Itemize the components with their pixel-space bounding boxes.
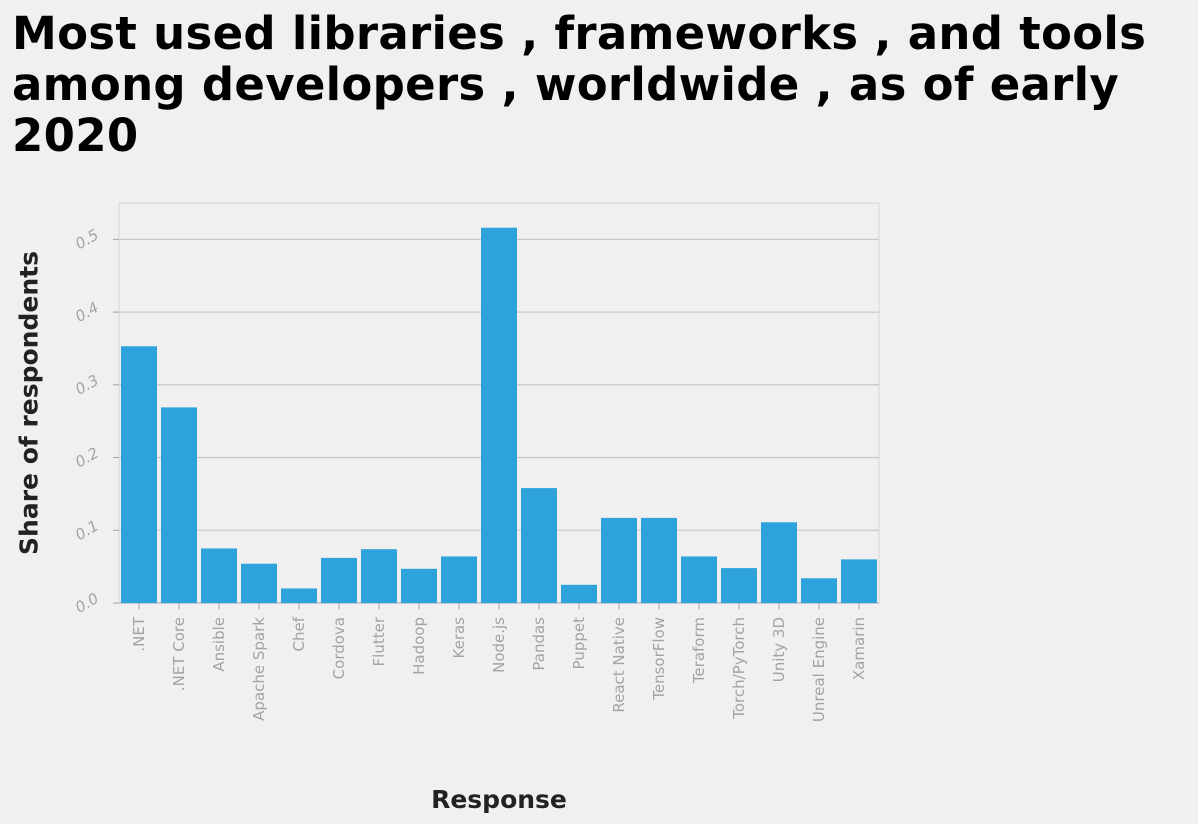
bar-unreal-engine [801,578,837,603]
x-tick-label: Unreal Engine [810,617,828,722]
x-tick-label: Teraform [690,617,708,684]
x-tick-label: Chef [290,616,308,651]
y-tick-label: 0.3 [72,371,102,399]
x-axis-title: Response [431,785,567,814]
bar-xamarin [841,559,877,603]
x-tick-label: Puppet [570,617,588,670]
bar-puppet [561,584,597,603]
bar-pandas [521,488,557,603]
x-tick-label: .NET Core [170,617,188,691]
x-tick-label: Cordova [330,617,348,679]
x-tick-label: Pandas [530,617,548,671]
bar-hadoop [401,568,437,603]
x-tick-label: TensorFlow [650,617,668,701]
x-tick-label: .NET [130,616,148,651]
y-tick-label: 0.0 [72,589,102,617]
bar-torch-pytorch [721,568,757,603]
y-tick-label: 0.1 [72,517,102,545]
x-tick-label: Xamarin [850,617,868,680]
x-tick-label: Node.js [490,617,508,673]
x-tick-label: Apache Spark [250,617,268,721]
x-tick-label: React Native [610,617,628,713]
bar-ansible [201,548,237,603]
x-tick-label: Keras [450,617,468,659]
bar-keras [441,556,477,603]
bar-teraform [681,556,717,603]
bar-net [121,346,157,603]
y-tick-labels: 0.0 0.1 0.2 0.3 0.4 0.5 [72,226,119,617]
x-tick-label: Flutter [370,616,388,666]
bar-apache-spark [241,563,277,603]
x-tick-labels: .NET .NET Core Ansible Apache Spark Chef Cord… [130,603,868,722]
x-tick-label: Unity 3D [770,617,788,682]
bar-net-core [161,407,197,603]
bar-chef [281,588,317,603]
bar-react-native [601,517,637,603]
chart-title: Most used libraries , frameworks , and t… [12,7,1147,162]
bars [121,227,877,603]
y-tick-label: 0.4 [72,298,102,326]
bar-cordova [321,557,357,603]
bar-tensorflow [641,517,677,603]
x-tick-label: Hadoop [410,617,428,675]
x-tick-label: Torch/PyTorch [730,617,748,720]
y-tick-label: 0.5 [72,226,102,254]
y-tick-label: 0.2 [72,444,102,472]
bar-node-js [481,227,517,603]
bar-unity-3d [761,522,797,603]
x-tick-label: Ansible [210,617,228,672]
bar-flutter [361,549,397,603]
y-axis-title: Share of respondents [15,251,44,555]
